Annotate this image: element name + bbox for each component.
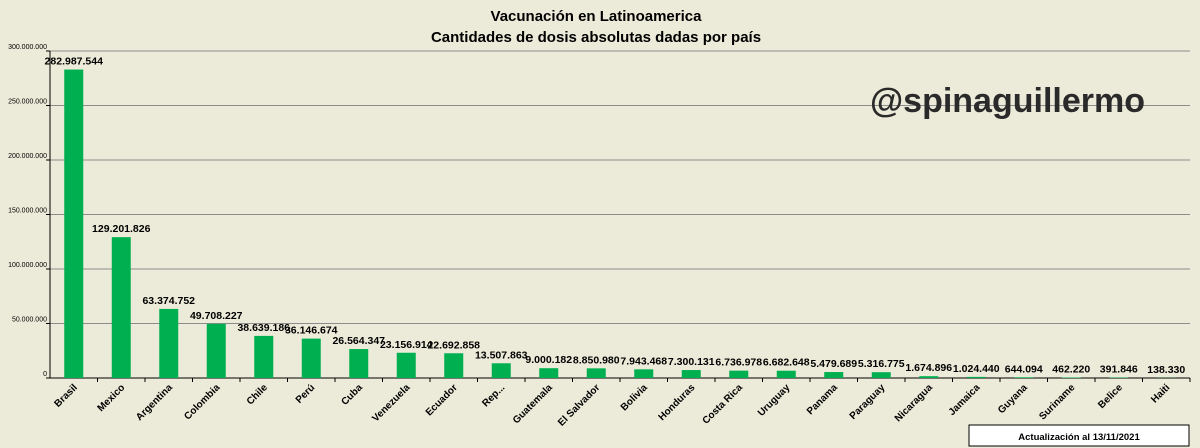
data-label-4: 38.639.186: [237, 322, 290, 334]
bar-6: [349, 349, 369, 378]
bar-21: [1061, 377, 1081, 378]
bars: [64, 69, 1176, 378]
bar-13: [681, 370, 701, 378]
bar-10: [539, 368, 559, 378]
data-label-5: 36.146.674: [285, 325, 338, 337]
data-label-7: 23.156.914: [380, 339, 433, 351]
data-label-3: 49.708.227: [190, 310, 243, 322]
update-note-box: [968, 424, 1190, 447]
bar-9: [491, 363, 511, 378]
data-label-6: 26.564.347: [332, 335, 385, 347]
data-label-21: 462.220: [1052, 363, 1090, 375]
data-label-16: 5.479.689: [810, 358, 857, 370]
bar-1: [111, 237, 131, 378]
bar-8: [444, 353, 464, 378]
chart-subtitle: Cantidades de dosis absolutas dadas por …: [431, 29, 761, 46]
gridlines: [50, 50, 1190, 324]
data-label-2: 63.374.752: [142, 295, 195, 307]
update-note: Actualización al 13/11/2021: [1018, 432, 1140, 443]
data-label-12: 7.943.468: [620, 355, 667, 367]
data-label-18: 1.674.896: [905, 362, 952, 374]
y-tick-label: 300.000.000: [8, 44, 47, 51]
data-label-9: 13.507.863: [475, 349, 528, 361]
bar-2: [159, 308, 179, 378]
y-tick-label: 150.000.000: [8, 208, 47, 215]
data-label-15: 6.682.648: [763, 357, 810, 369]
bar-7: [396, 352, 416, 378]
data-label-8: 22.692.858: [427, 339, 480, 351]
data-labels: 282.987.544 129.201.826 63.374.752 49.708.2…: [45, 56, 1186, 376]
bar-4: [254, 335, 274, 378]
data-label-23: 138.330: [1147, 364, 1185, 376]
bar-19: [966, 376, 986, 378]
data-label-11: 8.850.980: [573, 354, 620, 366]
data-label-22: 391.846: [1100, 364, 1138, 376]
bar-0: [64, 69, 84, 378]
bar-3: [206, 323, 226, 378]
bar-12: [634, 369, 654, 378]
bar-15: [776, 370, 796, 378]
y-tick-label: 0: [43, 371, 47, 378]
data-label-10: 9.000.182: [525, 354, 572, 366]
data-label-1: 129.201.826: [92, 223, 151, 235]
bar-17: [871, 372, 891, 378]
watermark-handle: @spinaguillermo: [870, 82, 1145, 120]
bar-20: [1014, 377, 1034, 378]
data-label-17: 5.316.775: [858, 358, 905, 370]
data-label-14: 6.736.978: [715, 357, 762, 369]
data-label-20: 644.094: [1005, 363, 1043, 375]
bar-5: [301, 338, 321, 378]
bar-11: [586, 368, 606, 378]
y-tick-label: 50.000.000: [12, 317, 47, 324]
y-tick-label: 250.000.000: [8, 99, 47, 106]
y-tick-label: 200.000.000: [8, 153, 47, 160]
y-tick-labels: 0 50.000.000 100.000.000 150.000.000 200.000…: [8, 44, 50, 379]
data-label-13: 7.300.131: [668, 356, 715, 368]
bar-14: [729, 370, 749, 378]
bar-16: [824, 372, 844, 378]
chart-title: Vacunación en Latinoamerica: [491, 8, 703, 25]
data-label-0: 282.987.544: [45, 56, 104, 68]
y-tick-label: 100.000.000: [8, 262, 47, 269]
data-label-19: 1.024.440: [953, 363, 1000, 375]
bar-18: [919, 376, 939, 378]
